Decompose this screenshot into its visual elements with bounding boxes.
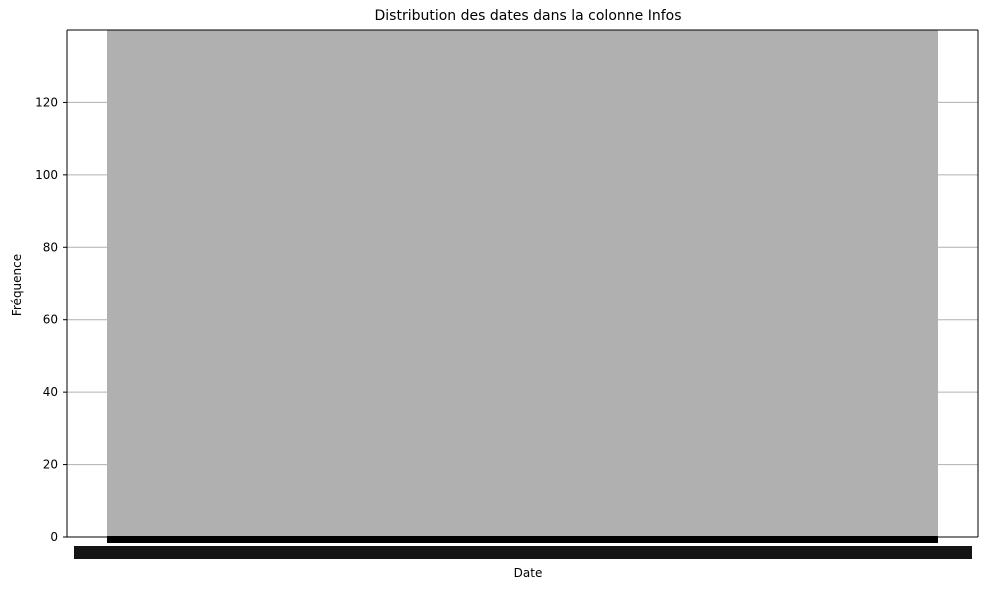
chart-title: Distribution des dates dans la colonne I… (374, 8, 681, 24)
y-axis-label: Fréquence (10, 254, 24, 316)
y-tick-label-40: 40 (43, 385, 58, 399)
y-tick-label-60: 60 (43, 313, 58, 327)
x-tick-marks-overlap (107, 536, 938, 543)
y-tick-label-100: 100 (35, 168, 58, 182)
x-tick-labels-overlap (74, 546, 972, 559)
y-tick-label-80: 80 (43, 240, 58, 254)
x-axis-label: Date (514, 566, 543, 580)
bar-date-aggregate (107, 30, 938, 537)
y-tick-label-120: 120 (35, 95, 58, 109)
y-tick-label-0: 0 (50, 530, 58, 544)
plot-area: 0 20 40 60 80 100 120 (35, 29, 979, 559)
y-tick-label-20: 20 (43, 458, 58, 472)
